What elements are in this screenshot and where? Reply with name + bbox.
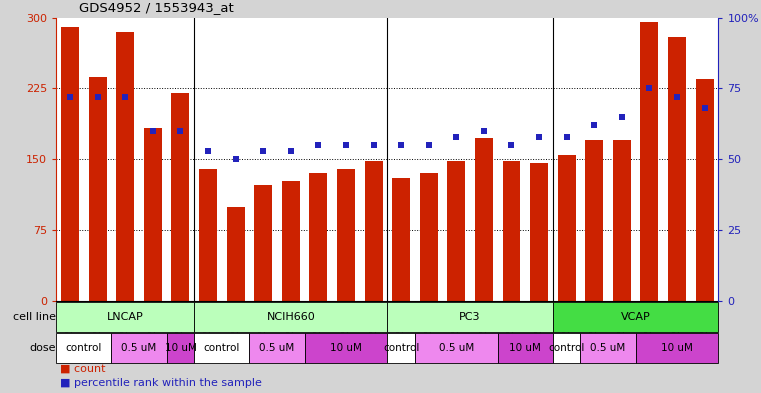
Text: 10 uM: 10 uM <box>661 343 693 353</box>
Bar <box>199 169 217 301</box>
Text: control: control <box>383 343 419 353</box>
Bar <box>613 140 631 301</box>
Point <box>91 94 103 100</box>
Bar <box>387 333 415 363</box>
Point <box>395 142 407 148</box>
Text: LNCAP: LNCAP <box>107 312 144 321</box>
Bar <box>194 333 250 363</box>
Point <box>340 142 352 148</box>
Bar <box>282 181 300 301</box>
Point <box>202 148 214 154</box>
Bar <box>641 22 658 301</box>
Bar <box>56 301 194 332</box>
Bar <box>227 206 244 301</box>
Point <box>671 94 683 100</box>
Text: VCAP: VCAP <box>621 312 651 321</box>
Point <box>505 142 517 148</box>
Text: 10 uM: 10 uM <box>509 343 541 353</box>
Text: cell line: cell line <box>13 312 56 321</box>
Point <box>230 156 242 162</box>
Bar <box>89 77 107 301</box>
Text: dose: dose <box>29 343 56 353</box>
Bar <box>530 163 548 301</box>
Bar <box>475 138 493 301</box>
Bar <box>61 27 79 301</box>
Point <box>119 94 132 100</box>
Bar <box>56 333 111 363</box>
Text: 10 uM: 10 uM <box>164 343 196 353</box>
Bar <box>116 32 134 301</box>
Bar <box>415 333 498 363</box>
Bar <box>552 301 718 332</box>
Bar <box>304 333 387 363</box>
Point <box>285 148 297 154</box>
Text: 10 uM: 10 uM <box>330 343 362 353</box>
Bar <box>337 169 355 301</box>
Bar <box>194 301 387 332</box>
Bar <box>635 333 718 363</box>
Point <box>312 142 324 148</box>
Point <box>64 94 76 100</box>
Text: 0.5 uM: 0.5 uM <box>591 343 626 353</box>
Point <box>478 128 490 134</box>
Bar <box>447 161 465 301</box>
Point <box>422 142 435 148</box>
Text: 0.5 uM: 0.5 uM <box>260 343 295 353</box>
Bar <box>585 140 603 301</box>
Point <box>533 134 545 140</box>
Text: ■ count: ■ count <box>60 364 106 373</box>
Text: control: control <box>65 343 102 353</box>
Point <box>561 134 573 140</box>
Text: GDS4952 / 1553943_at: GDS4952 / 1553943_at <box>79 1 234 14</box>
Bar <box>250 333 304 363</box>
Point <box>174 128 186 134</box>
Bar <box>558 154 575 301</box>
Bar <box>144 128 162 301</box>
Text: 0.5 uM: 0.5 uM <box>438 343 474 353</box>
Bar <box>498 333 552 363</box>
Point <box>147 128 159 134</box>
Bar <box>696 79 714 301</box>
Bar <box>502 161 521 301</box>
Bar <box>552 333 581 363</box>
Point <box>588 122 600 129</box>
Text: control: control <box>204 343 240 353</box>
Bar <box>365 161 383 301</box>
Bar <box>392 178 410 301</box>
Point <box>616 114 628 120</box>
Text: 0.5 uM: 0.5 uM <box>122 343 157 353</box>
Point <box>257 148 269 154</box>
Bar <box>420 173 438 301</box>
Point <box>368 142 380 148</box>
Bar <box>254 185 272 301</box>
Point <box>699 105 711 112</box>
Bar <box>581 333 635 363</box>
Bar <box>111 333 167 363</box>
Bar <box>668 37 686 301</box>
Bar <box>387 301 552 332</box>
Point <box>451 134 463 140</box>
Text: ■ percentile rank within the sample: ■ percentile rank within the sample <box>60 378 262 388</box>
Text: NCIH660: NCIH660 <box>266 312 315 321</box>
Bar <box>167 333 194 363</box>
Bar <box>310 173 327 301</box>
Bar <box>171 93 189 301</box>
Text: control: control <box>549 343 585 353</box>
Point <box>643 85 655 92</box>
Text: PC3: PC3 <box>460 312 481 321</box>
